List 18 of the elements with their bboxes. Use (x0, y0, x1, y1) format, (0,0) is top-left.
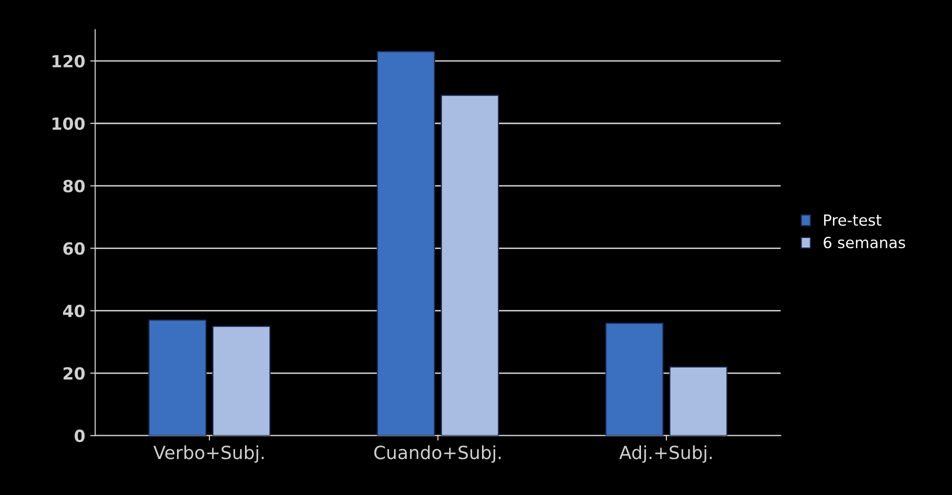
legend-label: 6 semanas (824, 236, 906, 248)
y-tick-label: 20 (64, 367, 85, 380)
y-tick-label: 60 (63, 242, 85, 255)
bar (440, 94, 500, 436)
y-tick-label: 40 (63, 304, 85, 318)
bar (605, 322, 664, 436)
bar (669, 366, 728, 436)
y-tick-label: 0 (74, 430, 85, 442)
bar (212, 326, 271, 436)
y-tick-label: 100 (52, 117, 85, 130)
y-tick-label: 80 (63, 180, 85, 192)
y-tick-label: 120 (52, 54, 85, 68)
x-tick-label: Cuando+Subj. (374, 445, 501, 463)
bar (376, 51, 436, 436)
legend-label: Pre-test (824, 214, 882, 226)
x-tick-label: Adj.+Subj. (619, 445, 712, 463)
bar (148, 320, 207, 436)
x-tick-label: Verbo+Subj. (153, 445, 264, 463)
